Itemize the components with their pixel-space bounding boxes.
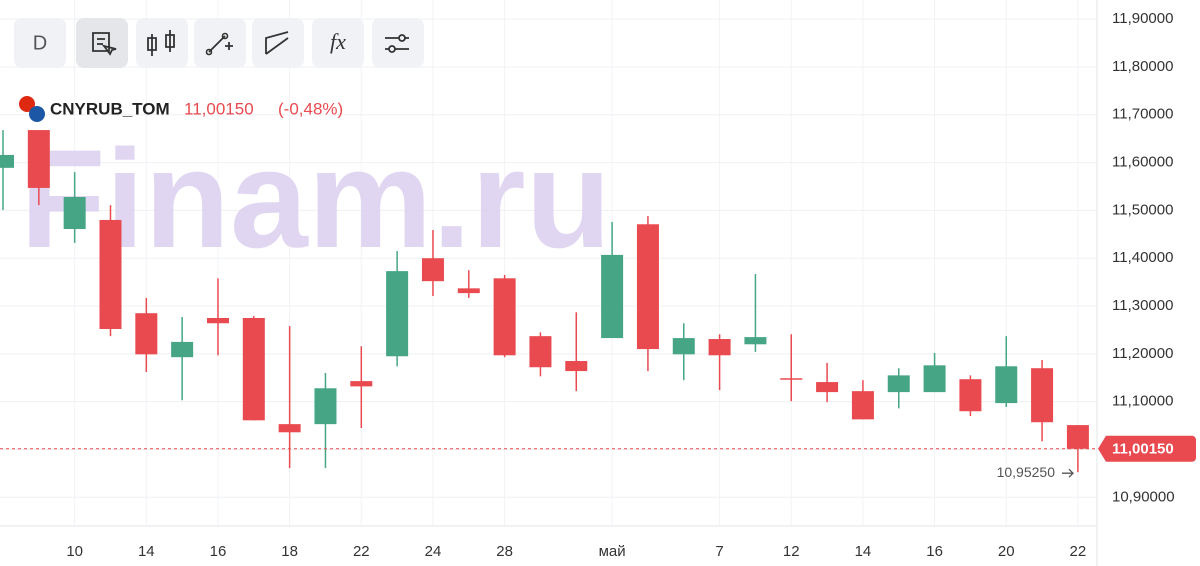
line-tool-button[interactable]: [194, 18, 246, 68]
candle-body: [565, 361, 588, 372]
settings-knob: [388, 45, 396, 53]
symbol-header: CNYRUB_TOM 11,00150 (-0,48%): [19, 96, 343, 122]
candle-body: [171, 341, 194, 358]
y-tick-label: 11,10000: [1112, 393, 1173, 410]
candle-body: [99, 219, 122, 329]
candle-body: [457, 288, 480, 294]
period-button[interactable]: [14, 18, 66, 68]
y-tick-label: 11,50000: [1112, 201, 1173, 218]
candles: [0, 130, 1096, 473]
indicator-button[interactable]: [312, 18, 364, 68]
candle-body: [27, 130, 50, 188]
candle-body: [278, 424, 301, 433]
candle-body: [995, 366, 1018, 404]
candle-body: [350, 381, 373, 387]
candle-button[interactable]: [136, 18, 188, 68]
draw-button[interactable]: [76, 18, 128, 68]
x-tick-label: 20: [998, 543, 1015, 560]
candle-body: [851, 391, 874, 420]
line-tool-dot: [221, 32, 229, 40]
x-tick-label: 16: [210, 543, 227, 560]
candle-body: [206, 317, 229, 324]
x-tick-label: 22: [1070, 543, 1087, 560]
indicator-label: fx: [330, 29, 346, 54]
change: (-0,48%): [278, 99, 343, 118]
y-tick-label: 11,80000: [1112, 58, 1173, 75]
candle-body: [0, 154, 14, 168]
candle-body: [135, 313, 158, 355]
x-tick-label: 16: [926, 543, 943, 560]
symbol: CNYRUB_TOM: [50, 99, 170, 118]
candle-body: [744, 337, 767, 345]
y-tick-label: 11,60000: [1112, 154, 1173, 171]
toolbar: D fx: [14, 18, 424, 68]
channel-button[interactable]: [252, 18, 304, 68]
candle-body: [242, 317, 265, 421]
settings-knob: [398, 34, 406, 42]
draw-icon: [92, 32, 117, 56]
x-tick-label: 22: [353, 543, 370, 560]
candle-body: [386, 271, 409, 357]
channel-icon: [265, 31, 289, 55]
axes: 10,9000011,0000011,1000011,2000011,30000…: [66, 10, 1196, 560]
candle-body: [708, 339, 731, 356]
x-tick-label: май: [599, 543, 626, 560]
flag-ru: [29, 106, 45, 122]
x-tick-label: 14: [855, 543, 872, 560]
last-price-badge: [1098, 435, 1196, 462]
x-tick-label: 7: [715, 543, 723, 560]
candle-body: [636, 224, 659, 350]
x-tick-label: 18: [281, 543, 298, 560]
line-tool-icon: [208, 35, 233, 53]
price: 11,00150: [184, 99, 254, 118]
x-tick-label: 10: [66, 543, 83, 560]
x-tick-label: 14: [138, 543, 155, 560]
candle-body: [672, 338, 695, 355]
low-marker-label: 10,95250: [997, 464, 1056, 480]
x-tick-label: 24: [425, 543, 442, 560]
y-tick-label: 11,30000: [1112, 297, 1173, 314]
y-tick-label: 11,90000: [1112, 10, 1173, 27]
candle-body: [314, 388, 337, 425]
period-label: D: [33, 32, 47, 54]
candle-body: [816, 382, 839, 393]
settings-button[interactable]: [372, 18, 424, 68]
candle-body: [529, 336, 552, 368]
low-marker-arrow: [1062, 468, 1074, 478]
x-tick-label: 12: [783, 543, 800, 560]
candle-body: [1031, 368, 1054, 423]
y-tick-label: 10,90000: [1112, 488, 1175, 505]
candle-body: [923, 365, 946, 393]
candle-body: [421, 258, 444, 282]
candle-body: [63, 197, 86, 230]
last-price-label: 11,00150: [1112, 441, 1174, 458]
line-tool-dot: [205, 48, 213, 56]
x-tick-label: 28: [496, 543, 513, 560]
candle-body: [887, 375, 910, 393]
y-tick-label: 11,70000: [1112, 106, 1173, 123]
candle-body: [493, 278, 516, 356]
y-tick-label: 11,40000: [1112, 249, 1173, 266]
candle-body: [601, 254, 624, 339]
candle-body: [780, 378, 803, 380]
candle-icon: [147, 30, 175, 56]
candle-body: [1066, 425, 1089, 449]
y-tick-label: 11,20000: [1112, 345, 1173, 362]
candle-body: [959, 379, 982, 412]
flag-cn: [19, 96, 35, 112]
